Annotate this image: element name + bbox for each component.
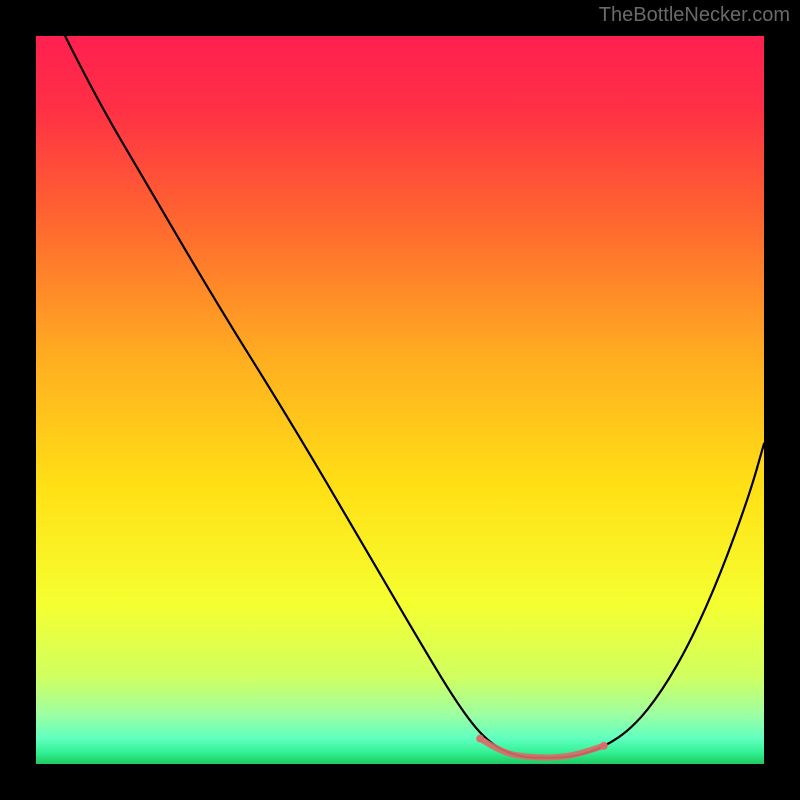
watermark-text: TheBottleNecker.com bbox=[599, 4, 790, 27]
chart-background-gradient bbox=[36, 36, 764, 764]
chart-plot-area bbox=[36, 36, 764, 764]
